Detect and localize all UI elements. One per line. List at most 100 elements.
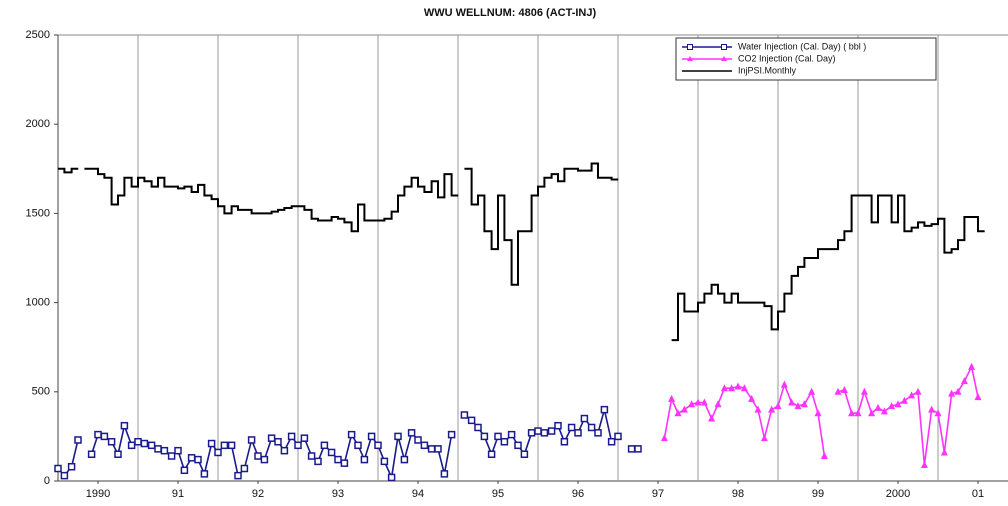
y-tick-label: 0 xyxy=(44,475,50,487)
marker xyxy=(700,398,708,406)
marker xyxy=(474,423,482,432)
marker xyxy=(240,464,249,473)
marker xyxy=(214,448,222,457)
marker xyxy=(974,393,982,401)
marker xyxy=(968,362,976,370)
marker xyxy=(140,439,149,448)
marker xyxy=(160,446,169,455)
marker xyxy=(534,427,542,435)
marker xyxy=(227,441,236,450)
marker xyxy=(354,441,362,450)
y-tick-label: 500 xyxy=(32,386,50,398)
marker xyxy=(147,441,156,450)
marker xyxy=(187,454,196,462)
y-tick-label: 1500 xyxy=(26,207,50,219)
legend-marker xyxy=(687,44,693,50)
legend-marker xyxy=(721,44,727,50)
legend-label: Water Injection (Cal. Day) ( bbl ) xyxy=(738,41,866,51)
marker xyxy=(127,441,136,450)
x-tick-label: 99 xyxy=(812,488,824,500)
x-tick-label: 97 xyxy=(652,488,664,500)
marker xyxy=(960,377,968,385)
marker xyxy=(487,450,496,458)
x-tick-label: 92 xyxy=(252,488,264,500)
marker xyxy=(774,402,782,410)
y-tick-label: 2500 xyxy=(26,29,50,41)
marker xyxy=(320,441,329,450)
marker xyxy=(447,430,456,439)
marker xyxy=(414,436,422,444)
marker xyxy=(434,445,442,453)
marker xyxy=(360,455,369,464)
marker xyxy=(708,414,716,422)
marker xyxy=(788,398,796,406)
marker xyxy=(507,430,516,439)
marker xyxy=(794,402,802,410)
marker xyxy=(600,405,609,414)
legend-marker xyxy=(721,56,727,61)
marker xyxy=(420,441,429,450)
marker xyxy=(427,445,436,453)
marker xyxy=(154,445,162,453)
marker xyxy=(294,441,302,450)
marker xyxy=(627,445,636,453)
marker xyxy=(594,429,602,437)
legend-marker xyxy=(687,56,693,61)
marker xyxy=(894,400,902,408)
marker xyxy=(940,448,948,456)
marker xyxy=(74,436,82,444)
marker xyxy=(808,387,816,395)
marker xyxy=(480,432,489,441)
marker xyxy=(768,405,776,413)
marker xyxy=(134,438,142,446)
marker xyxy=(514,441,522,450)
marker xyxy=(714,400,722,408)
marker xyxy=(54,464,62,473)
marker xyxy=(660,434,668,442)
marker xyxy=(527,429,536,437)
marker xyxy=(167,452,176,460)
marker xyxy=(194,455,202,464)
marker xyxy=(67,462,76,471)
marker xyxy=(107,438,116,446)
marker xyxy=(367,432,376,441)
marker xyxy=(94,430,102,439)
marker xyxy=(800,400,808,408)
marker xyxy=(520,450,529,458)
marker xyxy=(307,452,316,460)
marker xyxy=(394,432,402,441)
marker xyxy=(760,434,768,442)
x-tick-label: 1990 xyxy=(86,488,110,500)
marker xyxy=(954,387,962,395)
marker xyxy=(500,438,509,446)
marker xyxy=(734,382,742,390)
marker xyxy=(554,421,562,430)
marker xyxy=(114,450,122,458)
marker xyxy=(728,384,736,392)
x-tick-label: 96 xyxy=(572,488,584,500)
x-tick-label: 94 xyxy=(412,488,424,500)
marker xyxy=(740,384,748,392)
marker xyxy=(400,455,409,464)
x-tick-label: 01 xyxy=(972,488,984,500)
series-line xyxy=(58,162,985,342)
legend-label: InjPSI.Monthly xyxy=(738,65,797,75)
marker xyxy=(220,441,229,450)
marker xyxy=(440,470,449,478)
marker xyxy=(720,384,728,392)
marker xyxy=(254,452,262,460)
x-tick-label: 95 xyxy=(492,488,504,500)
marker xyxy=(247,436,256,444)
y-tick-label: 2000 xyxy=(26,118,50,130)
marker xyxy=(120,421,129,430)
x-tick-label: 2000 xyxy=(886,488,910,500)
marker xyxy=(374,441,382,450)
marker xyxy=(694,398,702,406)
x-tick-label: 98 xyxy=(732,488,744,500)
marker xyxy=(460,411,469,419)
x-tick-label: 91 xyxy=(172,488,184,500)
marker xyxy=(748,394,756,402)
marker xyxy=(407,429,416,437)
marker xyxy=(780,380,788,388)
